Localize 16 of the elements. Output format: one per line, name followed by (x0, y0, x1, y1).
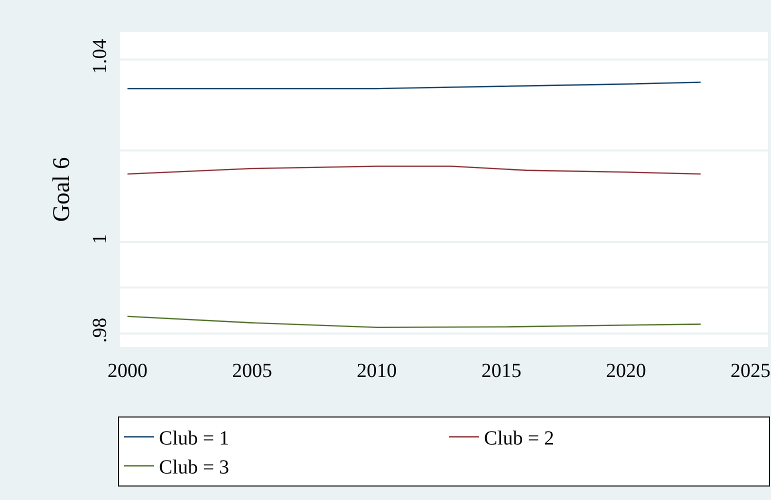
x-tick-label: 2005 (232, 360, 272, 382)
legend-label: Club = 3 (159, 456, 230, 479)
y-tick-label: 1.04 (89, 38, 111, 74)
x-tick-label: 2025 (730, 360, 771, 382)
line-series (126, 82, 702, 90)
legend-label: Club = 2 (484, 428, 554, 450)
legend-label: Club = 1 (159, 428, 230, 450)
y-tick-label: .98 (89, 318, 111, 343)
y-tick-label: 1 (89, 234, 111, 244)
line-series (126, 166, 702, 175)
x-tick-label: 2010 (356, 360, 397, 382)
line-series (126, 316, 702, 328)
x-tick-label: 2000 (107, 360, 148, 382)
x-tick-label: 2020 (606, 360, 646, 382)
x-tick-label: 2015 (481, 360, 522, 382)
y-axis-title: Goal 6 (49, 157, 76, 222)
